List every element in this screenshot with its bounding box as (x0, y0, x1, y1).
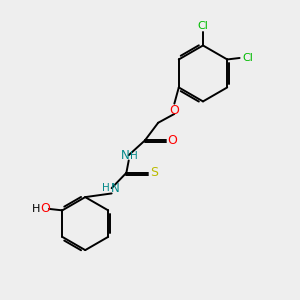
Text: H: H (103, 183, 110, 193)
Text: O: O (40, 202, 50, 215)
Text: Cl: Cl (242, 53, 253, 63)
Text: S: S (150, 166, 158, 179)
Text: Cl: Cl (198, 21, 208, 31)
Text: H: H (130, 151, 138, 161)
Text: N: N (111, 182, 120, 195)
Text: H: H (32, 204, 40, 214)
Text: O: O (167, 134, 177, 147)
Text: N: N (121, 149, 130, 162)
Text: O: O (169, 103, 179, 117)
